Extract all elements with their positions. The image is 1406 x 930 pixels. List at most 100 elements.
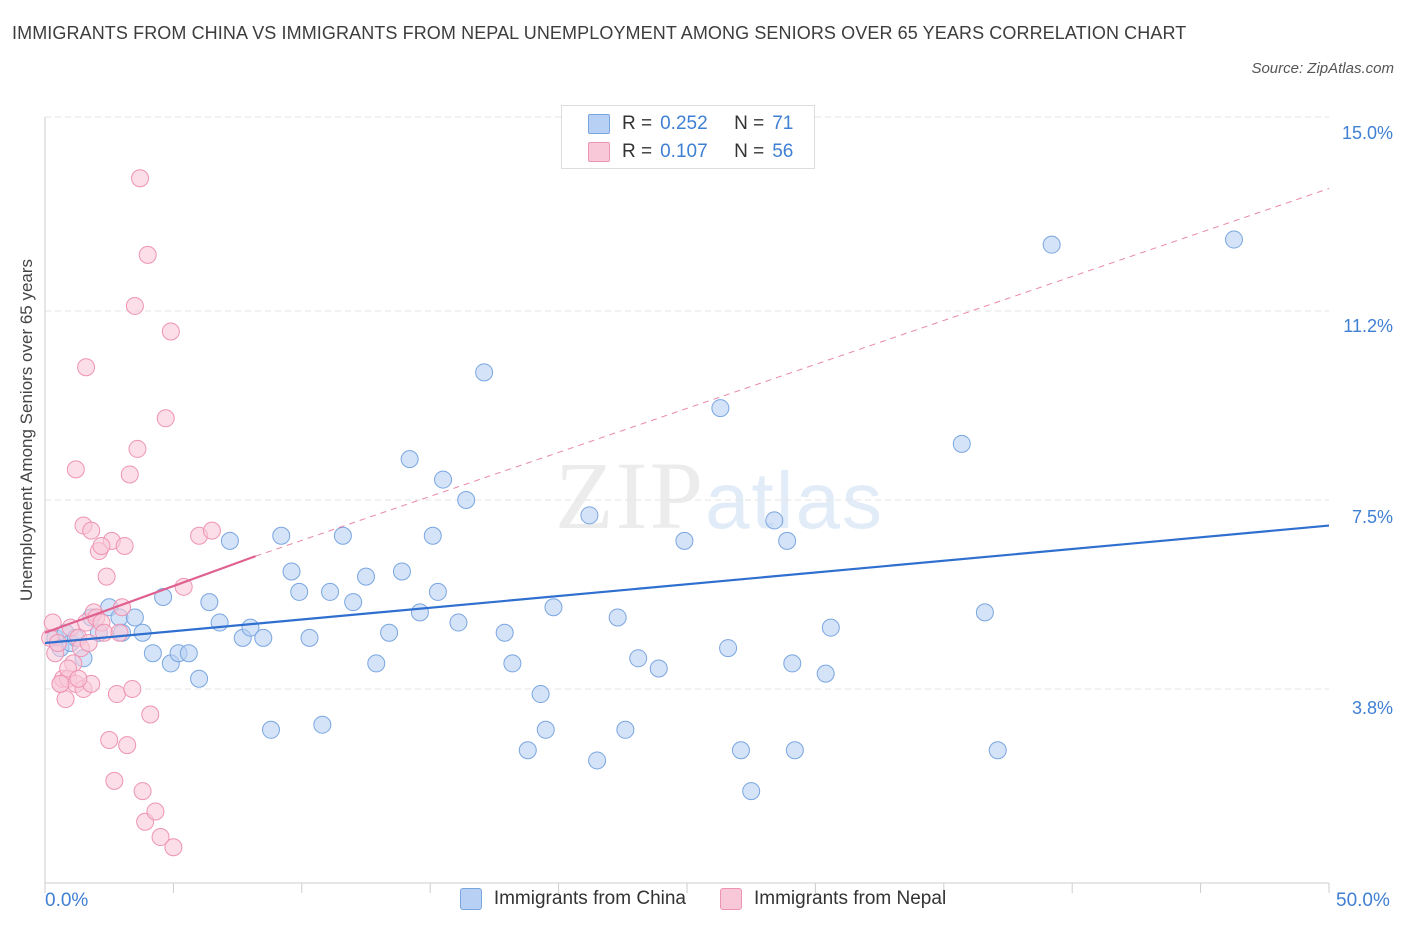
china-point-27: [282, 562, 301, 581]
watermark: ZIPatlas: [555, 440, 884, 551]
y-tick-label-3-8: 3.8%: [1351, 698, 1393, 718]
china-legend-label: Immigrants from China: [493, 888, 686, 909]
china-point-45: [475, 363, 494, 382]
china-point-26: [272, 526, 291, 545]
china-point-25: [261, 720, 280, 739]
nepal-point-39: [141, 705, 160, 724]
china-point-57: [649, 659, 668, 678]
nepal-point-26: [107, 685, 126, 704]
nepal-point-30: [118, 736, 137, 755]
china-point-71: [988, 741, 1007, 760]
nepal-point-34: [128, 439, 147, 458]
china-point-50: [536, 720, 555, 739]
china-point-29: [300, 628, 319, 647]
china-point-70: [975, 603, 994, 622]
china-point-38: [400, 450, 419, 469]
china-point-17: [179, 644, 198, 663]
legend-item-china[interactable]: Immigrants from China: [459, 888, 686, 910]
nepal-swatch: [588, 142, 610, 162]
china-point-18: [190, 669, 209, 688]
china-point-13: [143, 644, 162, 663]
nepal-point-40: [146, 802, 165, 821]
nepal-point-36: [133, 782, 152, 801]
nepal-point-15: [79, 633, 98, 652]
legend-row-china: R = 0.252 N = 71: [588, 110, 793, 138]
correlation-legend: R = 0.252 N = 71 R = 0.107 N = 56: [561, 105, 815, 169]
legend-row-nepal: R = 0.107 N = 56: [588, 138, 793, 166]
china-n-value: 71: [772, 113, 794, 134]
nepal-trend-line-1: [44, 555, 256, 634]
watermark-zip: ZIP: [555, 442, 705, 549]
china-point-68: [821, 618, 840, 637]
china-point-60: [719, 639, 738, 658]
china-point-33: [344, 593, 363, 612]
china-point-11: [125, 608, 144, 627]
china-point-32: [333, 526, 352, 545]
nepal-point-6: [56, 690, 75, 709]
nepal-point-33: [125, 296, 144, 315]
watermark-atlas: atlas: [705, 456, 884, 545]
china-point-19: [200, 593, 219, 612]
nepal-trend-line-2: [255, 188, 1330, 557]
nepal-point-32: [123, 679, 142, 698]
y-axis-label: Unemployment Among Seniors over 65 years: [17, 258, 36, 602]
nepal-point-35: [131, 169, 150, 188]
china-point-55: [616, 720, 635, 739]
nepal-point-25: [105, 771, 124, 790]
china-point-14: [154, 588, 173, 607]
china-point-48: [518, 741, 537, 760]
china-r-value: 0.252: [660, 113, 708, 134]
china-point-21: [220, 531, 239, 550]
series-legend: Immigrants from China Immigrants from Ne…: [0, 888, 1406, 910]
nepal-point-54: [69, 669, 88, 688]
x-tick-label-max: 50.0%: [1336, 890, 1390, 911]
china-point-72: [1042, 235, 1061, 254]
nepal-legend-swatch: [720, 888, 742, 910]
nepal-point-49: [82, 521, 101, 540]
nepal-point-50: [92, 536, 111, 555]
china-point-63: [765, 511, 784, 530]
china-point-67: [816, 664, 835, 683]
china-point-73: [1224, 230, 1243, 249]
china-point-66: [785, 741, 804, 760]
china-point-30: [313, 715, 332, 734]
nepal-point-52: [77, 358, 96, 377]
nepal-point-47: [202, 521, 221, 540]
y-tick-label-11-2: 11.2%: [1343, 316, 1393, 336]
china-point-34: [357, 567, 375, 586]
y-tick-label-15: 15.0%: [1341, 123, 1393, 143]
nepal-point-44: [164, 838, 183, 857]
nepal-point-51: [66, 460, 85, 479]
nepal-point-43: [161, 322, 180, 341]
china-point-41: [428, 582, 447, 601]
china-point-42: [434, 470, 453, 489]
nepal-point-29: [115, 536, 134, 555]
china-point-49: [531, 685, 550, 704]
source-label: Source: ZipAtlas.com: [1251, 60, 1394, 77]
china-point-28: [290, 582, 309, 601]
nepal-point-41: [151, 828, 170, 847]
china-point-51: [544, 598, 563, 617]
nepal-point-22: [97, 567, 116, 586]
china-point-40: [423, 526, 442, 545]
nepal-n-value: 56: [772, 141, 794, 162]
china-point-31: [321, 582, 340, 601]
china-point-61: [731, 741, 750, 760]
y-axis-label-wrap: Unemployment Among Seniors over 65 years: [17, 160, 37, 700]
china-point-43: [449, 613, 468, 632]
nepal-n-label: N =: [734, 141, 765, 162]
chart-title: IMMIGRANTS FROM CHINA VS IMMIGRANTS FROM…: [12, 23, 1187, 43]
china-point-24: [254, 628, 273, 647]
china-point-62: [742, 782, 761, 801]
china-point-56: [629, 649, 648, 668]
china-point-47: [503, 654, 522, 673]
china-point-64: [778, 531, 797, 550]
nepal-point-27: [110, 623, 129, 642]
china-point-44: [457, 491, 476, 509]
china-swatch: [588, 114, 610, 134]
y-tick-label-7-5: 7.5%: [1351, 507, 1393, 527]
legend-item-nepal[interactable]: Immigrants from Nepal: [720, 888, 946, 910]
china-point-35: [367, 654, 386, 673]
china-point-37: [392, 562, 411, 581]
